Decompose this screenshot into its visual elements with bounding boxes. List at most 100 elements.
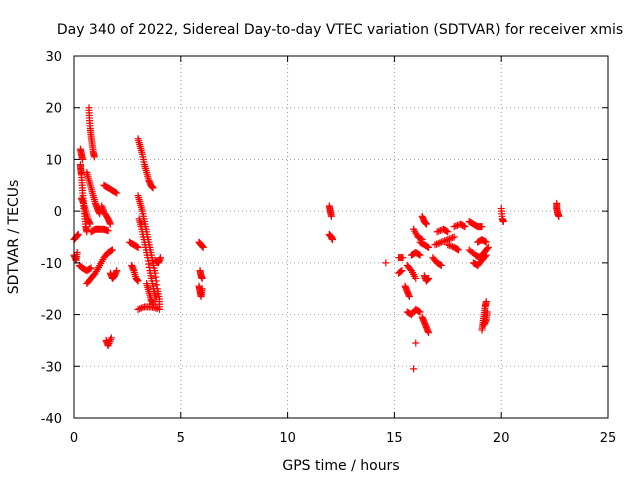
y-tick-label: -10 — [41, 257, 62, 272]
data-point — [410, 365, 418, 373]
data-point — [149, 300, 157, 308]
data-point — [412, 274, 420, 282]
data-point — [425, 274, 433, 282]
data-point — [112, 188, 120, 196]
x-tick-label: 15 — [386, 431, 403, 446]
y-tick-label: 30 — [45, 50, 62, 65]
y-tick-label: 20 — [45, 102, 62, 117]
data-point — [453, 245, 461, 253]
data-point — [107, 334, 115, 342]
data-point — [328, 236, 336, 244]
data-point — [435, 227, 443, 235]
data-point — [74, 230, 82, 238]
data-point — [437, 238, 445, 246]
data-point — [86, 220, 94, 228]
data-point — [449, 234, 457, 242]
data-point — [481, 238, 489, 246]
y-tick-label: 10 — [45, 153, 62, 168]
data-point — [113, 267, 121, 275]
data-point — [136, 305, 144, 313]
data-point — [153, 304, 161, 312]
data-points — [70, 104, 563, 373]
data-point — [79, 155, 87, 163]
x-tick-label: 5 — [177, 431, 185, 446]
data-point — [416, 251, 424, 259]
x-tick-label: 10 — [279, 431, 296, 446]
data-point — [442, 236, 450, 244]
data-point — [198, 285, 206, 293]
data-point — [106, 220, 114, 228]
data-point — [412, 339, 420, 347]
axis-ticks: 0 5 10 15 20 25 -40 -30 -20 -10 0 10 20 30 — [41, 50, 617, 446]
y-tick-label: -20 — [41, 309, 62, 324]
data-point — [452, 222, 460, 230]
data-point — [439, 238, 447, 246]
data-point — [134, 305, 142, 313]
data-point — [436, 261, 444, 269]
data-point — [416, 308, 424, 316]
data-point — [104, 227, 112, 235]
data-point — [444, 228, 452, 236]
data-point — [481, 252, 489, 260]
data-point — [443, 227, 451, 235]
data-point — [107, 247, 115, 255]
y-tick-label: 0 — [54, 205, 62, 220]
data-point — [113, 189, 121, 197]
data-point — [437, 261, 445, 269]
data-point — [433, 240, 441, 248]
data-point — [396, 268, 404, 276]
data-point — [422, 220, 430, 228]
data-point — [454, 246, 462, 254]
data-point — [134, 243, 142, 251]
x-tick-label: 0 — [70, 431, 78, 446]
data-point — [382, 259, 390, 267]
data-point — [461, 223, 469, 231]
data-point — [137, 304, 145, 312]
data-point — [482, 298, 490, 306]
data-point — [484, 243, 492, 251]
data-point — [450, 223, 458, 231]
data-point — [441, 237, 449, 245]
data-point — [555, 212, 563, 220]
data-point — [134, 277, 142, 285]
data-point — [87, 264, 95, 272]
data-point — [444, 241, 452, 249]
x-axis-label: GPS time / hours — [282, 458, 399, 474]
data-point — [415, 307, 423, 315]
data-point — [460, 222, 468, 230]
data-point — [86, 265, 94, 273]
data-point — [199, 243, 207, 251]
data-point — [133, 243, 141, 251]
data-point — [447, 234, 455, 242]
data-point — [445, 235, 453, 243]
data-point — [398, 267, 406, 275]
data-point — [405, 292, 413, 300]
data-point — [397, 267, 405, 275]
data-point — [478, 223, 486, 231]
data-point — [434, 239, 442, 247]
data-point — [139, 303, 147, 311]
data-point — [90, 153, 98, 161]
data-point — [399, 254, 407, 262]
data-point — [157, 254, 165, 262]
y-tick-label: -30 — [41, 360, 62, 375]
data-point — [108, 246, 116, 254]
data-point — [198, 274, 206, 282]
data-point — [499, 217, 507, 225]
data-point — [433, 228, 441, 236]
plot-frame — [73, 55, 609, 419]
data-point — [482, 251, 490, 259]
data-point — [447, 242, 455, 250]
data-point — [425, 243, 433, 251]
data-point — [327, 212, 335, 220]
data-point — [436, 239, 444, 247]
chart-title: Day 340 of 2022, Sidereal Day-to-day VTE… — [57, 22, 623, 38]
data-point — [424, 243, 432, 251]
data-point — [73, 249, 81, 257]
data-point — [425, 329, 433, 337]
data-point — [431, 241, 439, 249]
grid-lines — [74, 56, 608, 418]
x-tick-label: 20 — [493, 431, 510, 446]
data-point — [483, 308, 491, 316]
